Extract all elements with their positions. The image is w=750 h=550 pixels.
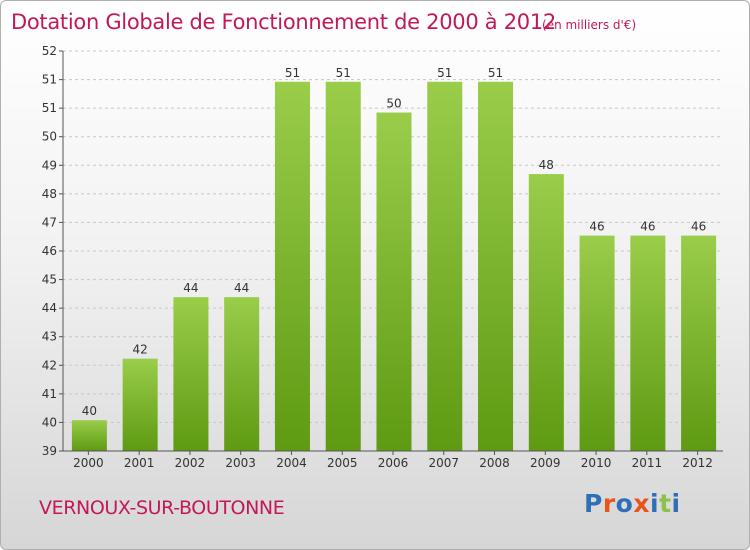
data-label: 46	[691, 220, 706, 234]
data-label: 40	[82, 404, 97, 418]
x-tick-label: 2010	[581, 456, 612, 470]
x-tick-label: 2009	[530, 456, 561, 470]
data-label: 44	[183, 281, 198, 295]
x-tick-label: 2008	[479, 456, 510, 470]
x-tick-label: 2007	[428, 456, 459, 470]
x-tick-label: 2012	[682, 456, 713, 470]
x-tick-label: 2003	[225, 456, 256, 470]
bar	[224, 297, 260, 451]
data-label: 51	[336, 66, 351, 80]
y-tick-label: 48	[42, 187, 57, 201]
x-tick-label: 2011	[632, 456, 663, 470]
data-label: 50	[386, 97, 401, 111]
chart-unit: (en milliers d'€)	[542, 18, 637, 32]
y-tick-label: 52	[42, 44, 57, 58]
y-tick-label: 47	[42, 215, 57, 229]
data-label: 46	[589, 220, 604, 234]
proxiti-logo: Proxiti	[584, 489, 681, 518]
x-tick-label: 2000	[73, 456, 104, 470]
y-tick-label: 43	[42, 330, 57, 344]
logo-letter: t	[659, 489, 672, 518]
x-tick-label: 2004	[276, 456, 307, 470]
commune-name: VERNOUX-SUR-BOUTONNE	[39, 497, 285, 519]
bar	[579, 235, 615, 451]
x-tick-label: 2002	[175, 456, 206, 470]
y-tick-label: 45	[42, 273, 57, 287]
data-label: 51	[437, 66, 452, 80]
bar	[274, 81, 310, 452]
bar	[478, 81, 514, 452]
axes	[59, 50, 723, 455]
x-tick-label: 2001	[124, 456, 155, 470]
bar	[528, 174, 564, 452]
data-label: 51	[488, 66, 503, 80]
bar	[376, 112, 412, 452]
bar	[681, 235, 717, 451]
y-tick-label: 39	[42, 444, 57, 458]
y-tick-label: 42	[42, 358, 57, 372]
logo-letter: i	[671, 489, 681, 518]
data-label: 42	[133, 343, 148, 357]
x-tick-label: 2005	[327, 456, 358, 470]
y-tick-label: 50	[42, 130, 57, 144]
y-tick-label: 46	[42, 244, 57, 258]
data-label: 48	[539, 158, 554, 172]
logo-letter: x	[633, 489, 650, 518]
bar	[71, 420, 107, 451]
bar	[122, 358, 158, 451]
bars	[71, 81, 717, 452]
bar	[173, 297, 209, 451]
y-tick-label: 51	[42, 101, 57, 115]
logo-letter: i	[650, 489, 660, 518]
logo-letter: P	[584, 489, 603, 518]
bar	[630, 235, 666, 451]
y-tick-label: 41	[42, 387, 57, 401]
labels: 39 40 41 42 43 44 45 46 47 48 49 50 51 51 52 40 2000 42 20…	[42, 44, 713, 470]
x-tick-label: 2006	[378, 456, 409, 470]
bar	[325, 81, 361, 452]
bar	[427, 81, 463, 452]
logo-letter: o	[615, 489, 634, 518]
data-label: 51	[285, 66, 300, 80]
y-tick-label: 40	[42, 415, 57, 429]
data-label: 46	[640, 220, 655, 234]
y-tick-label: 51	[42, 73, 57, 87]
logo-letter: r	[602, 489, 616, 518]
y-tick-label: 49	[42, 158, 57, 172]
chart-title: Dotation Globale de Fonctionnement de 20…	[11, 10, 556, 34]
y-tick-label: 44	[42, 301, 57, 315]
data-label: 44	[234, 281, 249, 295]
